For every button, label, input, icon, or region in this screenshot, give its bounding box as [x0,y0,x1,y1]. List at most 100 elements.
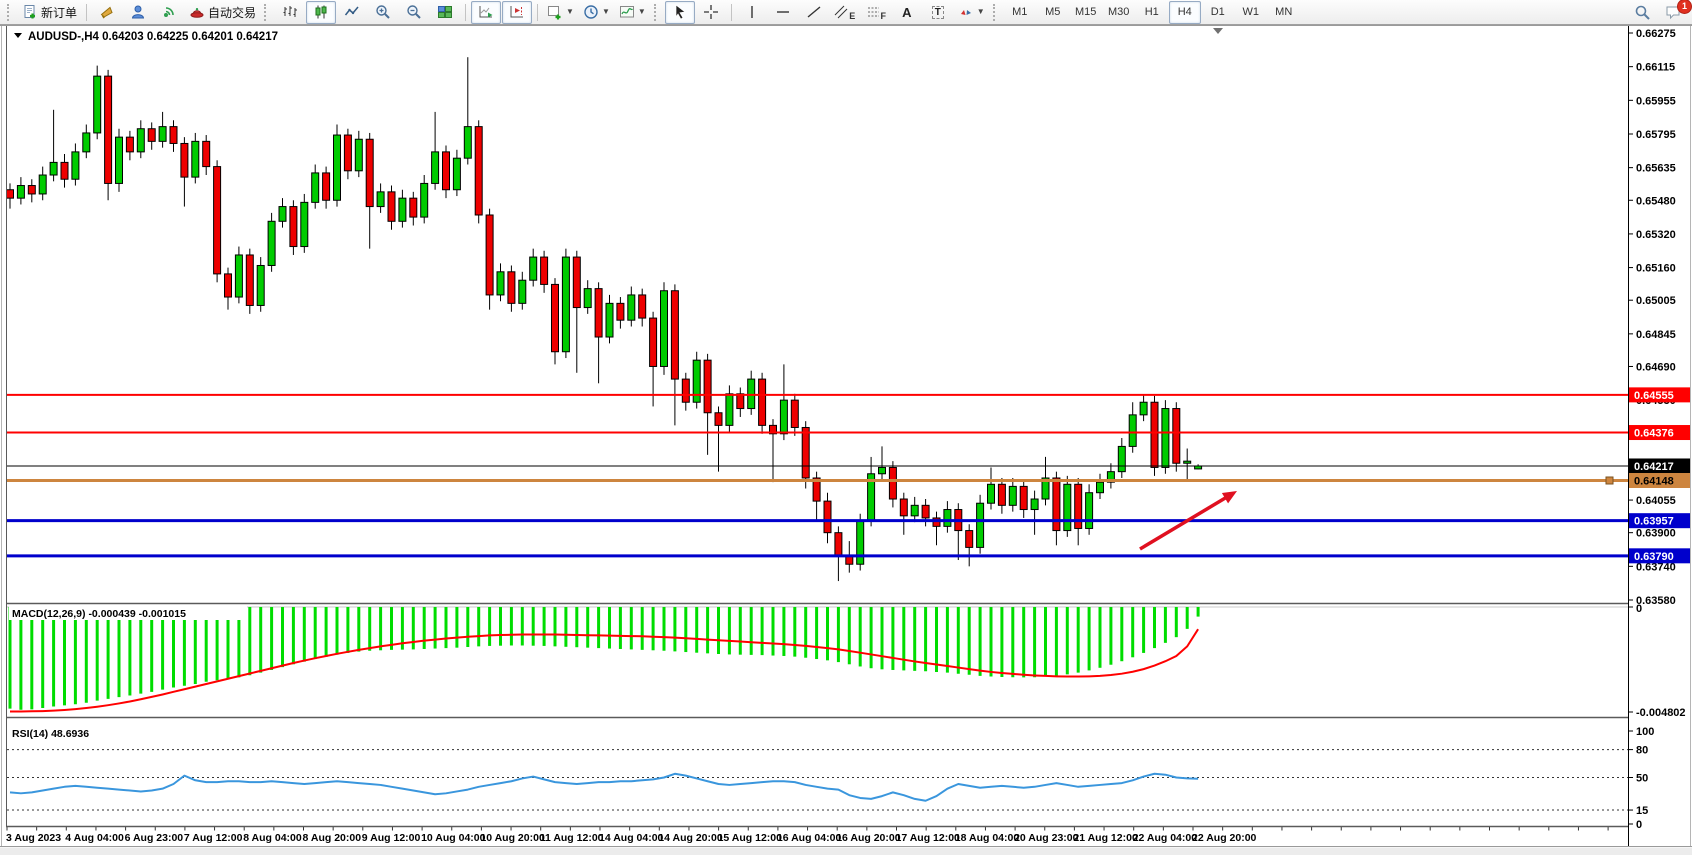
indicators-dropdown[interactable]: ▼ [615,1,650,24]
separator [537,3,539,21]
new-order-label: 新订单 [41,5,78,20]
svg-text:MACD(12,26,9) -0.000439 -0.001: MACD(12,26,9) -0.000439 -0.001015 [12,608,186,620]
zoom-in-icon [376,5,390,19]
candles-layer [6,57,1203,582]
window-bottom-frame [0,847,1692,855]
bar-chart-button[interactable] [275,1,305,24]
symbol-search-button[interactable] [1627,1,1657,24]
bar-chart-icon [283,6,298,17]
svg-text:14 Aug 20:00: 14 Aug 20:00 [658,832,723,844]
svg-text:100: 100 [1636,726,1654,738]
svg-text:RSI(14) 48.6936: RSI(14) 48.6936 [12,728,89,740]
zoom-in-button[interactable] [368,1,398,24]
toolbar-grip[interactable] [992,3,998,21]
separator [465,3,467,21]
separator [86,3,88,21]
hline-handle[interactable] [1605,476,1614,485]
new-chart-dropdown[interactable]: ▼ [543,1,578,24]
vertical-line-tool[interactable] [737,1,767,24]
svg-text:0.64555: 0.64555 [1634,390,1674,402]
cursor-button[interactable] [664,0,695,24]
line-chart-button[interactable] [337,1,367,24]
svg-text:80: 80 [1636,745,1648,757]
new-chart-icon [548,6,561,20]
timeframe-d1-button[interactable]: D1 [1210,6,1225,18]
market-button[interactable] [92,1,122,24]
svg-text:0.65635: 0.65635 [1636,163,1676,175]
svg-text:0: 0 [1636,603,1642,615]
svg-text:16 Aug 20:00: 16 Aug 20:00 [836,832,901,844]
svg-text:0.65955: 0.65955 [1636,95,1676,107]
svg-text:20 Aug 23:00: 20 Aug 23:00 [1014,832,1079,844]
svg-text:0.66115: 0.66115 [1636,62,1675,74]
tile-windows-icon [438,6,453,18]
fibonacci-icon [867,7,879,17]
chart-shift-button[interactable] [502,0,533,24]
svg-text:0.65795: 0.65795 [1636,129,1676,141]
notifications-button[interactable]: 1 [1658,0,1692,24]
timeframe-m15-button[interactable]: M15 [1075,6,1097,18]
horn-icon [100,6,113,19]
arrows-dropdown[interactable]: ▼ [954,1,989,24]
equidistant-channel-tool[interactable]: E [830,1,860,24]
trendline-tool[interactable] [799,1,829,24]
new-order-button[interactable]: 新订单 [18,1,81,24]
toolbar: 新订单 自动交易 [0,0,1692,25]
horizontal-line-tool[interactable] [768,1,798,24]
svg-text:0.63580: 0.63580 [1636,595,1676,607]
autotrading-label: 自动交易 [208,5,257,20]
text-tool-icon: A [902,4,912,20]
cursor-icon [675,4,686,20]
svg-text:0.65160: 0.65160 [1636,263,1676,275]
time-axis: 3 Aug 2023 4 Aug 04:00 6 Aug 23:00 7 Aug 12… [6,827,1609,844]
timeframe-mn-button[interactable]: MN [1275,6,1293,18]
svg-text:8 Aug 04:00: 8 Aug 04:00 [243,832,302,844]
timeframe-w1-button[interactable]: W1 [1242,6,1259,18]
crosshair-icon [703,5,718,19]
notification-badge: 1 [1677,0,1692,14]
toolbar-grip[interactable] [653,3,659,21]
svg-text:0.63790: 0.63790 [1634,551,1674,563]
period-dropdown[interactable]: ▼ [579,1,614,24]
separator [730,3,732,21]
auto-scroll-button[interactable] [471,0,502,24]
search-icon [1635,5,1650,20]
community-button[interactable] [123,1,153,24]
svg-text:0.63740: 0.63740 [1636,561,1676,573]
trend-arrow-annotation[interactable] [1139,491,1237,551]
svg-text:16 Aug 04:00: 16 Aug 04:00 [777,832,842,844]
timeframe-m5-button[interactable]: M5 [1045,6,1061,18]
svg-text:15: 15 [1636,805,1648,817]
timeframe-h1-button[interactable]: H1 [1144,6,1159,18]
text-label-icon: T [931,5,944,19]
vertical-line-icon [751,6,753,18]
toolbar-grip[interactable] [264,3,269,21]
svg-text:10 Aug 04:00: 10 Aug 04:00 [421,832,486,844]
price-badge [1629,513,1691,529]
timeframe-h4-button[interactable]: H4 [1168,0,1201,24]
indicators-icon [619,6,634,18]
timeframe-m1-button[interactable]: M1 [1012,6,1028,18]
svg-text:9 Aug 12:00: 9 Aug 12:00 [362,832,421,844]
timeframe-m30-button[interactable]: M30 [1108,6,1130,18]
tile-windows-button[interactable] [430,1,460,24]
svg-text:0.64845: 0.64845 [1636,329,1676,341]
price-badge [1629,472,1691,488]
text-tool[interactable]: A [892,1,922,24]
autotrading-button[interactable]: 自动交易 [185,1,260,24]
zoom-out-button[interactable] [399,1,429,24]
fibonacci-tool[interactable]: F [861,1,891,24]
toolbar-grip[interactable] [7,3,12,21]
svg-text:14 Aug 04:00: 14 Aug 04:00 [599,832,664,844]
signals-button[interactable] [154,1,184,24]
svg-text:0.63957: 0.63957 [1634,516,1674,528]
chevron-down-icon: ▼ [976,7,985,16]
price-badge [1629,425,1691,441]
svg-text:6 Aug 23:00: 6 Aug 23:00 [125,832,184,844]
chart-shift-marker[interactable] [1213,28,1223,34]
svg-text:0: 0 [1636,819,1642,831]
crosshair-button[interactable] [696,1,726,24]
candlestick-chart-button[interactable] [306,0,337,24]
text-label-tool[interactable]: T [923,1,953,24]
